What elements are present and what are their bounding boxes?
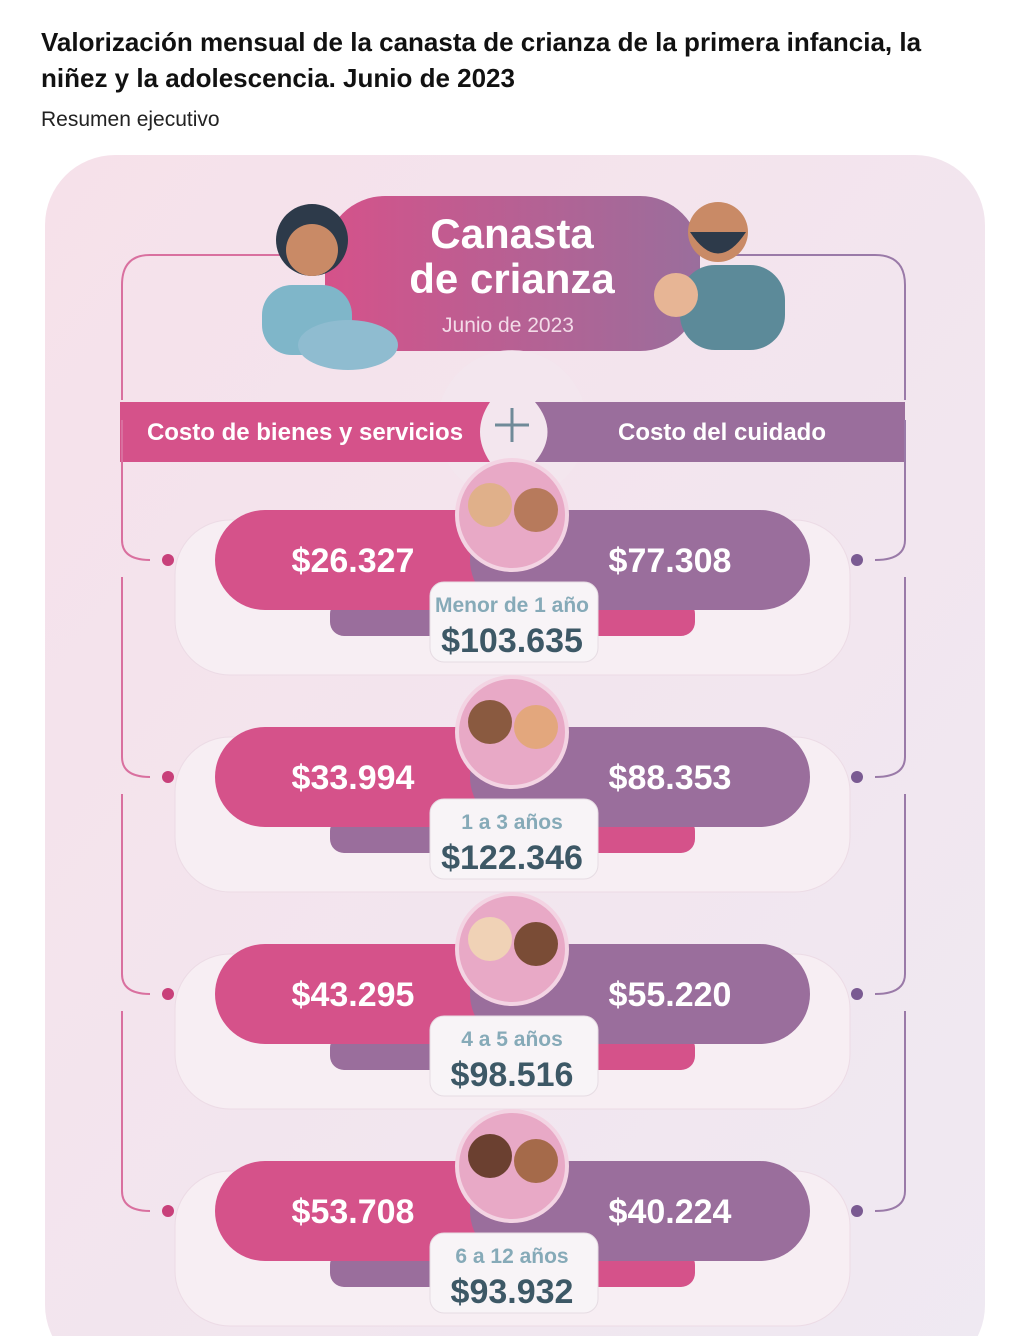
card-date: Junio de 2023 [442, 314, 574, 337]
avatar-face [468, 483, 512, 527]
connector [700, 254, 906, 400]
care-value: $55.220 [609, 976, 732, 1014]
age-label: Menor de 1 año [435, 594, 589, 617]
avatar-face [514, 1139, 558, 1183]
connector-dot [162, 1205, 174, 1217]
total-value: $98.516 [451, 1056, 574, 1094]
total-value: $93.932 [451, 1273, 574, 1311]
avatar-face [468, 700, 512, 744]
goods-value: $43.295 [292, 976, 415, 1014]
avatar-face [468, 1134, 512, 1178]
card-title: de crianza [409, 255, 615, 302]
total-box [429, 581, 599, 663]
right-column-label: Costo del cuidado [618, 419, 826, 446]
right-column-header [535, 402, 905, 462]
total-box [429, 1015, 599, 1097]
connector [874, 794, 906, 995]
goods-value: $53.708 [292, 1193, 415, 1231]
goods-value: $33.994 [292, 759, 415, 797]
total-value: $122.346 [441, 839, 583, 877]
row: $26.327 $77.308 Menor de 1 año $103.635 [121, 420, 906, 676]
connector [121, 577, 151, 778]
connector [121, 794, 151, 995]
care-value: $88.353 [609, 759, 732, 797]
total-box [429, 798, 599, 880]
left-column-label: Costo de bienes y servicios [147, 419, 463, 446]
row: $33.994 $88.353 1 a 3 años $122.346 [121, 577, 906, 893]
card-title: Canasta [430, 210, 594, 257]
mother-illustration [262, 204, 398, 370]
connector [121, 1011, 151, 1212]
connector [874, 1011, 906, 1212]
left-column-header [120, 402, 490, 462]
age-label: 6 a 12 años [455, 1245, 568, 1268]
connector [121, 254, 330, 400]
connector-dot [851, 1205, 863, 1217]
avatar-face [468, 917, 512, 961]
age-label: 4 a 5 años [461, 1028, 563, 1051]
page-title: Valorización mensual de la canasta de cr… [41, 27, 922, 93]
connector [874, 577, 906, 778]
avatar-face [514, 488, 558, 532]
connector-dot [851, 988, 863, 1000]
avatar-face [514, 705, 558, 749]
avatar-face [514, 922, 558, 966]
goods-value: $26.327 [292, 542, 415, 580]
age-label: 1 a 3 años [461, 811, 563, 834]
row: $43.295 $55.220 4 a 5 años $98.516 [121, 794, 906, 1110]
father-illustration [654, 202, 785, 350]
connector [121, 420, 151, 561]
row: $53.708 $40.224 6 a 12 años $93.932 [121, 1011, 906, 1327]
header-pill [325, 196, 700, 351]
connector-dot [851, 771, 863, 783]
connector-dot [162, 988, 174, 1000]
plus-sign [495, 408, 529, 442]
connector-dot [162, 554, 174, 566]
page-subtitle: Resumen ejecutivo [41, 108, 220, 131]
connector [874, 420, 906, 561]
total-box [429, 1232, 599, 1314]
connector-dot [162, 771, 174, 783]
connector-dot [851, 554, 863, 566]
total-value: $103.635 [441, 622, 583, 660]
care-value: $40.224 [609, 1193, 732, 1231]
care-value: $77.308 [609, 542, 732, 580]
